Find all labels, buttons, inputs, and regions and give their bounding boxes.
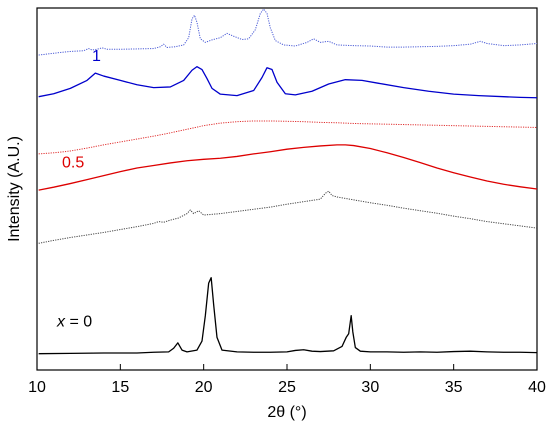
annotation-variable: x [56,314,66,331]
series-line-5 [38,190,538,244]
series-annotations: 1 0.5 x = 0 [56,48,101,330]
y-axis-label: Intensity (A.U.) [6,136,23,242]
x-axis-tick-labels: 10 15 20 25 30 35 40 [28,379,546,396]
series-line-2 [38,65,538,99]
series-annotation-1: 1 [92,48,101,65]
x-tick-label-10: 10 [28,379,46,396]
annotation-value: = 0 [65,314,92,331]
x-axis-label: 2θ (°) [267,404,306,421]
series-annotation-2: 0.5 [62,154,84,171]
x-axis-ticks [36,364,538,370]
series-group [38,8,538,355]
x-tick-label-30: 30 [361,379,379,396]
series-line-6 [38,277,538,355]
series-line-1 [38,8,538,56]
x-tick-label-15: 15 [111,379,129,396]
x-tick-label-35: 35 [445,379,463,396]
series-line-3 [38,120,538,155]
x-tick-label-25: 25 [278,379,296,396]
x-tick-label-20: 20 [195,379,213,396]
series-line-4 [38,144,538,191]
series-annotation-3: x = 0 [56,314,92,331]
plot-frame [36,7,538,371]
x-tick-label-40: 40 [528,379,546,396]
